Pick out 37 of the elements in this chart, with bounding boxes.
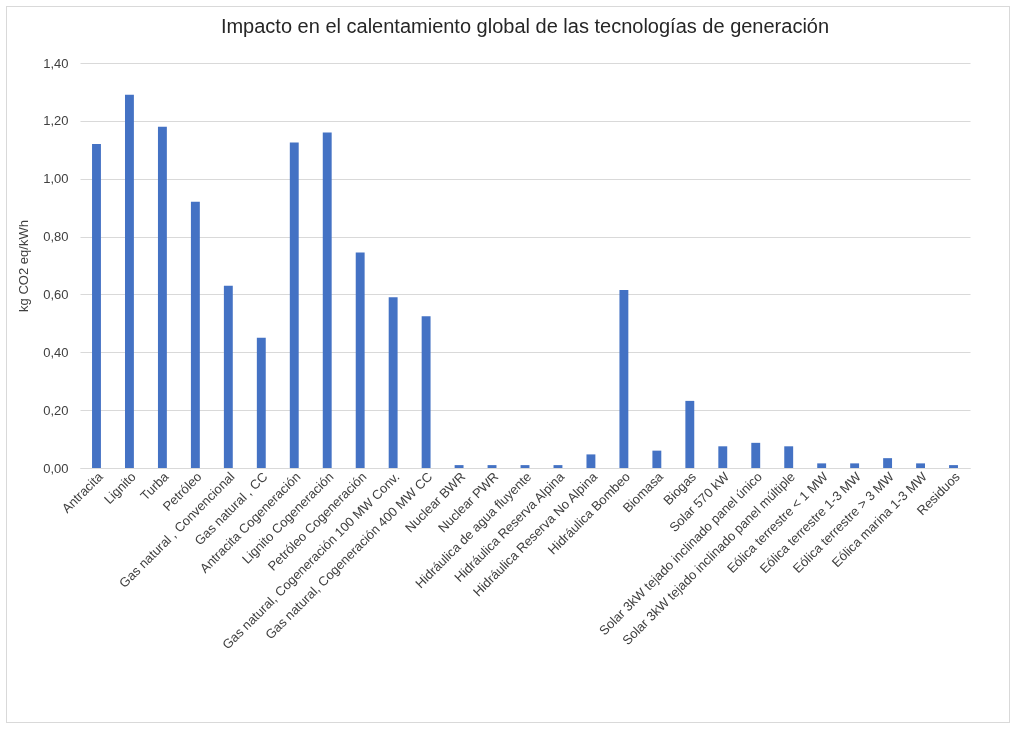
- bar: [322, 132, 332, 468]
- y-tick-label: 0,80: [43, 229, 69, 245]
- bar: [256, 337, 266, 468]
- y-tick-label: 0,00: [43, 460, 69, 476]
- bar: [751, 442, 761, 468]
- y-tick-label: 0,40: [43, 344, 69, 360]
- y-axis-title: kg CO2 eq/kWh: [16, 220, 32, 312]
- bar: [190, 201, 200, 468]
- y-tick-label: 1,40: [43, 55, 69, 71]
- y-tick-label: 1,20: [43, 113, 69, 129]
- bar: [883, 458, 893, 468]
- y-tick-label: 0,20: [43, 402, 69, 418]
- chart-title: Impacto en el calentamiento global de las tecnologías de generación: [220, 15, 830, 37]
- bar: [487, 465, 497, 468]
- bar: [520, 465, 530, 468]
- bar: [454, 465, 464, 468]
- bar: [817, 463, 827, 468]
- bar: [157, 126, 167, 468]
- bar: [916, 463, 926, 468]
- y-tick-label: 1,00: [43, 171, 69, 187]
- bar: [553, 465, 563, 468]
- bar: [289, 142, 299, 468]
- bar: [355, 252, 365, 468]
- bar: [388, 297, 398, 468]
- bar: [784, 446, 794, 468]
- bar: [685, 400, 695, 468]
- bar: [619, 290, 629, 468]
- y-tick-label: 0,60: [43, 286, 69, 302]
- bar: [92, 144, 101, 468]
- bar: [421, 316, 431, 468]
- bar: [223, 285, 233, 468]
- bar: [652, 450, 662, 468]
- bar: [718, 446, 728, 468]
- bar: [850, 463, 860, 468]
- bar: [949, 465, 958, 468]
- bar: [124, 94, 134, 468]
- bar: [586, 454, 596, 468]
